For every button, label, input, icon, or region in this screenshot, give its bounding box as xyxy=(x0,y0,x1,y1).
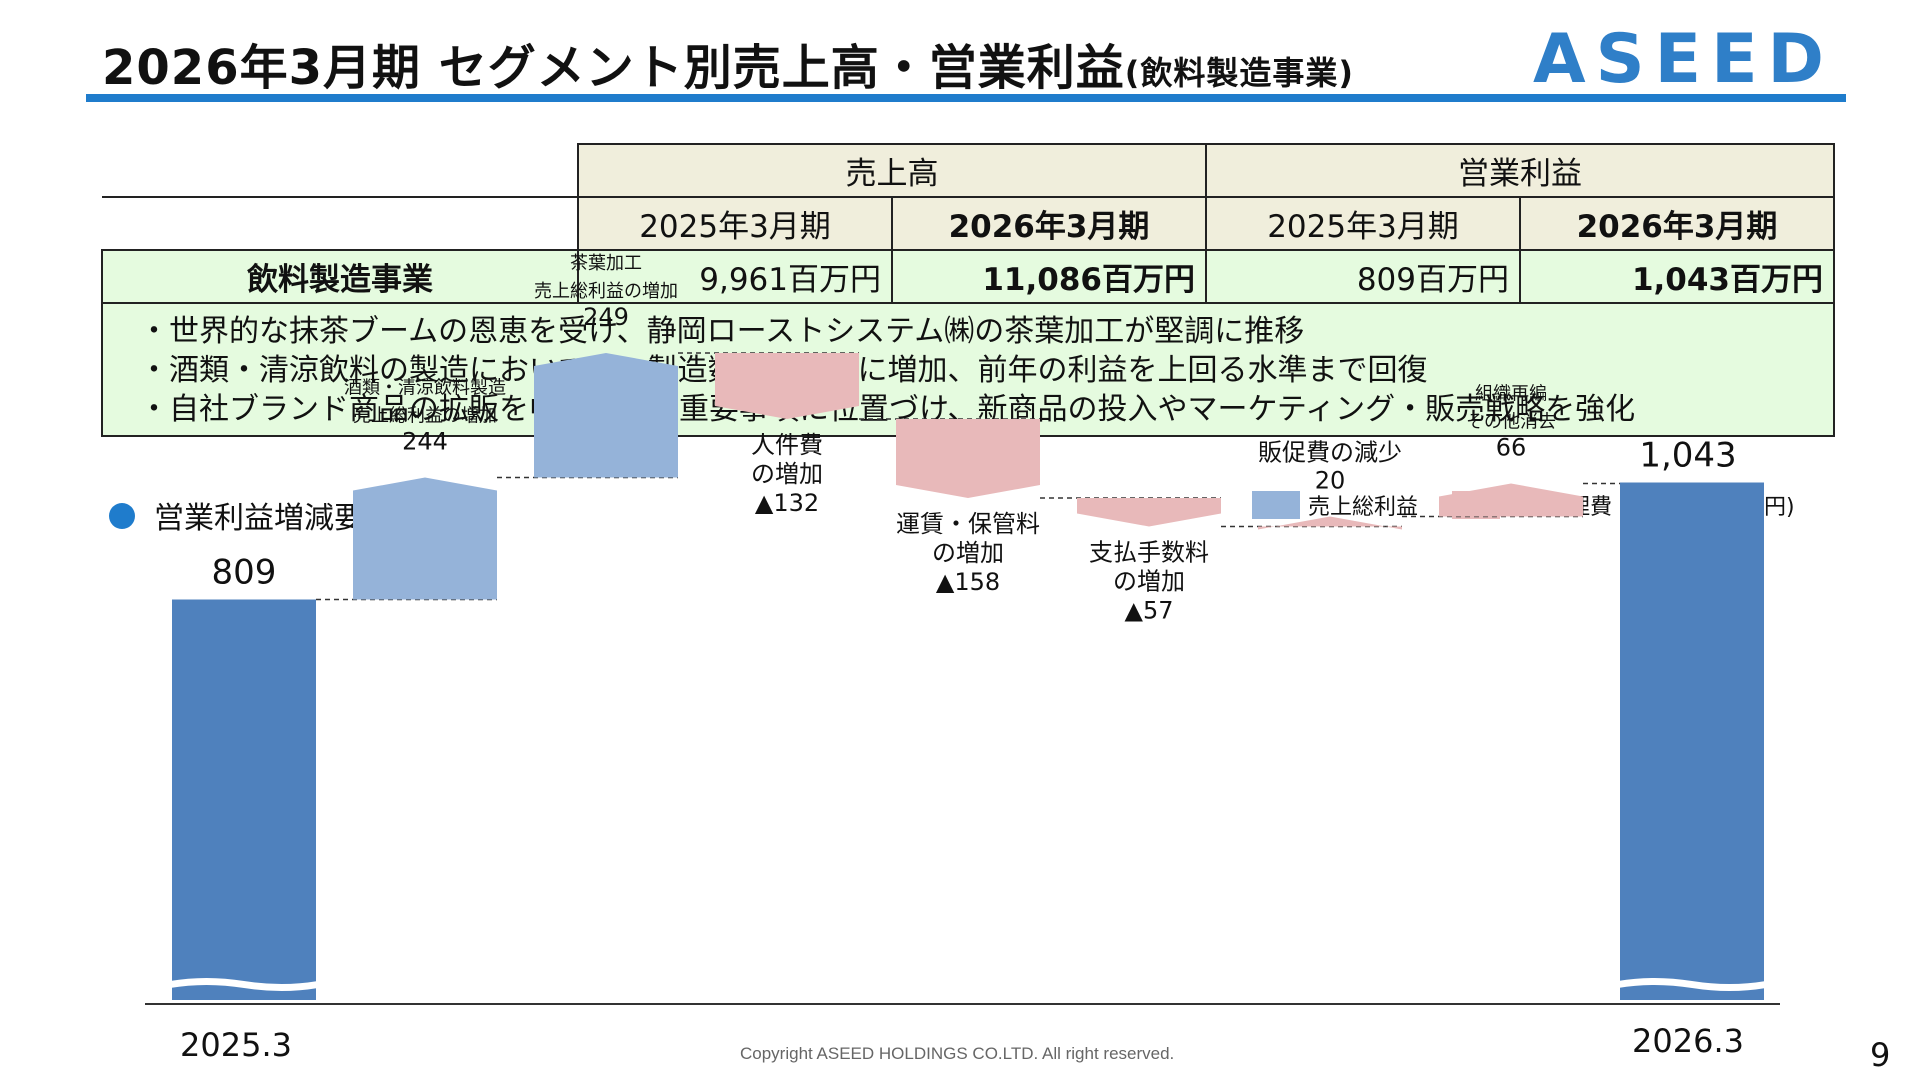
bar-step xyxy=(534,353,678,478)
table-cell: 11,086百万円 xyxy=(891,249,1207,304)
table-period-row: 2025年3月期 2026年3月期 2025年3月期 2026年3月期 xyxy=(102,196,1835,251)
table-period: 2025年3月期 xyxy=(577,196,893,251)
bar-value-label: 244 xyxy=(402,428,448,456)
bar-value-label: 20 xyxy=(1315,467,1346,495)
page-number: 9 xyxy=(1870,1036,1891,1074)
aseed-logo: ASEED xyxy=(1533,20,1834,99)
table-cell: 809百万円 xyxy=(1205,249,1521,304)
table-group-operating-profit: 営業利益 xyxy=(1205,143,1835,198)
note-item: ・自社ブランド商品の拡販を中長期の最重要事項に位置づけ、新商品の投入やマーケティ… xyxy=(139,392,1636,427)
bar-category-label: の増加 xyxy=(1113,568,1185,596)
copyright-text: Copyright ASEED HOLDINGS CO.LTD. All rig… xyxy=(740,1044,1175,1063)
bar-value-label: ▲132 xyxy=(755,489,819,517)
bar-step xyxy=(715,353,859,419)
axis-break xyxy=(1618,978,1766,991)
bar-category-label: の増加 xyxy=(932,539,1004,567)
bar-value-label: 249 xyxy=(583,303,629,331)
bar-step xyxy=(1258,516,1402,530)
bar-value-label: ▲158 xyxy=(936,568,1000,596)
page-title: 2026年3月期 セグメント別売上高・営業利益(飲料製造事業) xyxy=(102,28,1354,98)
bar-value-label: 1,043 xyxy=(1639,436,1736,476)
table-cell: 1,043百万円 xyxy=(1519,249,1835,304)
axis-break xyxy=(170,978,318,991)
legend-swatch-gross-profit xyxy=(1252,491,1300,519)
bar-category-label: 支払手数料 xyxy=(1089,539,1209,567)
page-subtitle: (飲料製造事業) xyxy=(1124,54,1354,92)
note-item: ・世界的な抹茶ブームの恩恵を受け、静岡ローストシステム㈱の茶葉加工が堅調に推移 xyxy=(139,314,1305,349)
bullet-icon xyxy=(109,503,135,529)
table-corner xyxy=(102,197,579,251)
page-title-main: 2026年3月期 セグメント別売上高・営業利益 xyxy=(102,40,1125,96)
table-corner xyxy=(102,144,579,198)
table-period: 2025年3月期 xyxy=(1205,196,1521,251)
bar-step xyxy=(353,477,497,600)
segment-name: 飲料製造事業 xyxy=(101,249,579,304)
x-tick-label: 2026.3 xyxy=(1632,1022,1744,1060)
bar-category-label: 人件費 xyxy=(751,431,823,459)
bar-category-label: 運賃・保管料 xyxy=(896,510,1040,538)
bar-step xyxy=(896,419,1040,498)
bar-category-label: 茶葉加工 xyxy=(570,253,642,274)
bar-category-label: 販促費の減少 xyxy=(1258,439,1402,467)
bar-category-label: 売上総利益の増加 xyxy=(353,406,497,427)
title-rule xyxy=(86,94,1846,102)
bar-value-label: ▲57 xyxy=(1125,597,1174,625)
table-period: 2026年3月期 xyxy=(1519,196,1835,251)
bar-category-label: 売上総利益の増加 xyxy=(534,281,678,302)
bar-value-label: 66 xyxy=(1496,434,1527,462)
table-row: 飲料製造事業 9,961百万円 11,086百万円 809百万円 1,043百万… xyxy=(101,249,1835,304)
table-period: 2026年3月期 xyxy=(891,196,1207,251)
waterfall-plot: 8092025.3酒類・清涼飲料製造売上総利益の増加244茶葉加工売上総利益の増… xyxy=(170,253,1766,1064)
table-group-sales: 売上高 xyxy=(577,143,1207,198)
table-cell: 9,961百万円 xyxy=(577,249,893,304)
table-group-row: 売上高 営業利益 xyxy=(102,143,1835,198)
bar-category-label: 酒類・清涼飲料製造 xyxy=(344,378,506,399)
bar-category-label: 組織再編 xyxy=(1475,384,1547,405)
legend-label-gross-profit: 売上総利益 xyxy=(1308,495,1418,520)
bar-category-label: の増加 xyxy=(751,460,823,488)
bar-step xyxy=(1439,483,1583,517)
bar-end xyxy=(1620,482,1764,1000)
bar-start xyxy=(172,599,316,1000)
bar-category-label: その他消去 xyxy=(1466,412,1556,433)
bar-step xyxy=(1077,498,1221,527)
x-tick-label: 2025.3 xyxy=(180,1026,292,1064)
bar-value-label: 809 xyxy=(212,553,277,593)
